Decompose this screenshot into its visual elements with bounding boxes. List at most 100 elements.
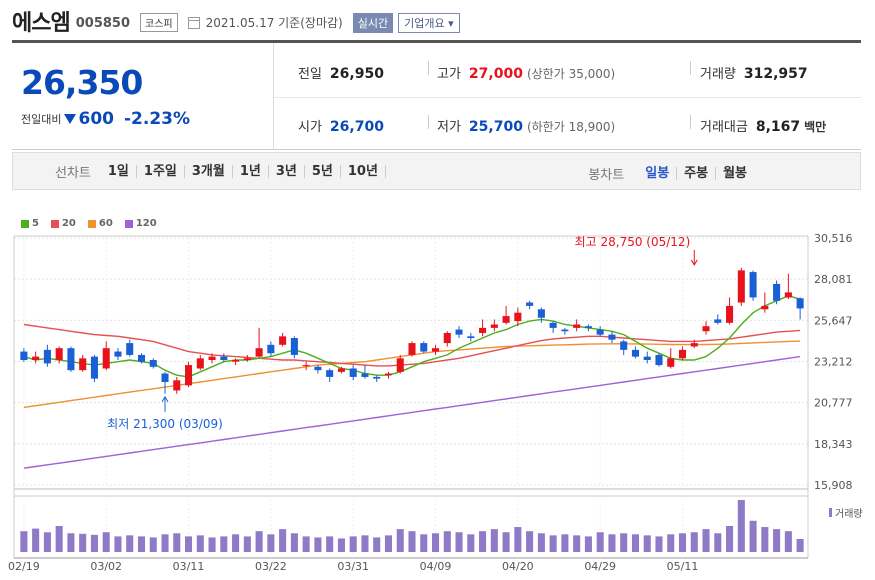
candle-monthly[interactable]: 월봉 — [723, 166, 747, 181]
candle-body — [431, 348, 440, 352]
candle-body — [384, 373, 393, 376]
candle-body — [455, 329, 463, 335]
legend-swatch — [87, 219, 96, 228]
candle-body — [102, 348, 110, 369]
candle-body — [408, 343, 416, 355]
candle-body — [702, 326, 710, 332]
volume-bar — [784, 531, 792, 552]
x-tick-label: 03/22 — [255, 560, 287, 573]
period-3y[interactable]: 3년 — [269, 164, 305, 178]
period-1y[interactable]: 1년 — [233, 164, 269, 178]
volume-bar — [114, 536, 122, 552]
volume-bar — [126, 535, 134, 552]
volume-bar — [549, 535, 557, 552]
period-3m[interactable]: 3개월 — [185, 164, 233, 178]
x-tick-label: 03/11 — [173, 560, 205, 573]
candle-body — [714, 319, 722, 323]
company-overview-button[interactable]: 기업개요 ▾ — [398, 12, 460, 33]
candle-body — [337, 368, 345, 372]
volume-bar — [314, 537, 322, 552]
volume-bar — [408, 531, 416, 552]
volume-bar — [32, 528, 40, 552]
low-label: 저가 — [437, 120, 461, 135]
candle-body — [137, 354, 146, 362]
candle-body — [726, 305, 734, 323]
y-tick-label: 25,647 — [814, 314, 853, 327]
volume-bar — [67, 533, 75, 552]
volume-bar — [185, 536, 193, 552]
change-row: 전일대비 600 -2.23% — [21, 109, 190, 129]
volume-bar — [643, 535, 651, 552]
volume-bar — [337, 538, 345, 552]
candle-body — [479, 327, 487, 333]
volume-bar — [326, 536, 334, 552]
volume-bar — [702, 529, 710, 552]
price-info-box: 26,350 전일대비 600 -2.23% 전일 26,950 고가 27,0… — [12, 43, 861, 150]
volume-bar — [255, 531, 263, 552]
period-1d[interactable]: 1일 — [101, 164, 137, 178]
candle-body — [279, 336, 287, 345]
y-tick-label: 18,343 — [814, 438, 853, 451]
y-tick-label: 23,212 — [814, 356, 853, 369]
candle-body — [526, 302, 534, 306]
candle-body — [749, 272, 757, 298]
volume-bar — [737, 500, 745, 552]
period-1w[interactable]: 1주일 — [137, 164, 185, 178]
candle-body — [243, 358, 251, 361]
candle-body — [232, 360, 240, 362]
volume-bar — [243, 536, 251, 552]
candle-body — [667, 358, 675, 367]
legend-item-ma5: 5 — [21, 218, 39, 229]
volume-bar — [573, 535, 581, 552]
current-price: 26,350 — [21, 63, 143, 102]
volume-bar — [690, 532, 698, 552]
volume-bar — [232, 534, 240, 552]
candle-body — [573, 324, 581, 328]
high-arrow-icon — [690, 259, 698, 266]
volume-bar — [196, 535, 204, 552]
trade-value-label: 거래대금 — [700, 120, 748, 135]
candle-body — [361, 373, 369, 377]
volume-bar — [678, 533, 687, 552]
volume-label: 거래량 — [835, 508, 863, 520]
candle-body — [43, 349, 51, 364]
volume-bar — [561, 534, 569, 552]
x-tick-label: 04/29 — [584, 560, 616, 573]
x-tick-label: 03/31 — [337, 560, 369, 573]
realtime-button[interactable]: 실시간 — [352, 12, 394, 33]
ma5-line — [23, 295, 801, 378]
low-value: 25,700 — [468, 119, 523, 135]
candle-body — [502, 316, 510, 323]
candle-period-group: 봉차트 일봉 주봉 월봉 — [588, 164, 754, 183]
volume-bar — [55, 526, 63, 552]
chart-legend: 5 20 60 120 — [21, 218, 169, 229]
candle-body — [208, 356, 216, 361]
candle-body — [537, 309, 545, 318]
candle-body — [173, 380, 181, 391]
volume-bar — [137, 536, 146, 552]
volume-bar — [420, 534, 428, 552]
candle-body — [643, 356, 651, 361]
volume-bar — [537, 533, 545, 552]
low-annotation: 최저 21,300 (03/09) — [107, 417, 223, 431]
candle-weekly[interactable]: 주봉 — [677, 167, 717, 180]
candle-body — [620, 341, 628, 350]
legend-label: 60 — [98, 218, 113, 229]
legend-item-ma120: 120 — [124, 218, 157, 229]
period-5y[interactable]: 5년 — [305, 164, 341, 178]
volume-bar — [514, 527, 522, 552]
volume-value: 312,957 — [743, 66, 808, 82]
x-tick-label: 03/02 — [90, 560, 122, 573]
period-10y[interactable]: 10년 — [341, 164, 386, 178]
title-divider — [12, 40, 861, 43]
candle-body — [326, 370, 334, 377]
y-tick-label: 20,777 — [814, 397, 853, 410]
candle-daily[interactable]: 일봉 — [638, 167, 678, 180]
ma120-line — [23, 355, 801, 469]
row-separator — [274, 97, 861, 98]
candle-body — [196, 358, 204, 369]
volume-bar — [608, 534, 616, 552]
trade-value: 8,167 — [755, 119, 801, 135]
x-tick-label: 04/09 — [420, 560, 452, 573]
candle-chart-label: 봉차트 — [588, 168, 625, 183]
